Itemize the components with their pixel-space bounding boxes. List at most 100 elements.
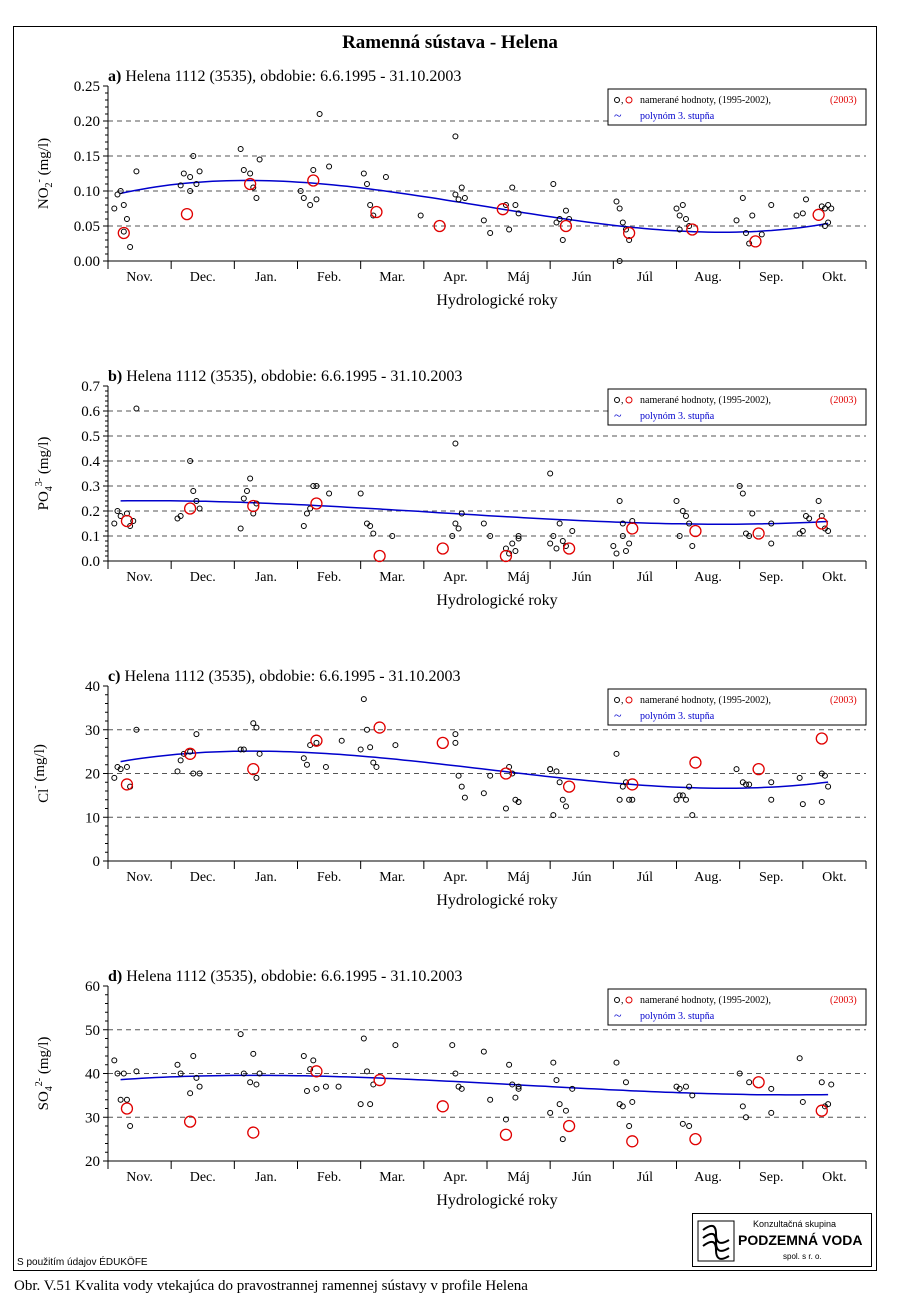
measured-point xyxy=(120,228,127,235)
measured-point xyxy=(461,794,468,801)
measured-point xyxy=(326,490,333,497)
measured-point xyxy=(196,168,203,175)
measured-point xyxy=(739,195,746,201)
measured-point xyxy=(363,726,370,733)
measured-point xyxy=(559,237,566,243)
point-2003 xyxy=(180,207,194,221)
measured-point xyxy=(742,230,749,236)
measured-point xyxy=(111,520,118,527)
measured-point xyxy=(237,146,244,152)
y-axis-label: NO2- (mg/l) xyxy=(34,138,55,209)
measured-point xyxy=(322,763,329,770)
measured-point xyxy=(742,781,749,788)
measured-point xyxy=(458,184,465,191)
measured-point xyxy=(610,543,617,549)
y-tick-label: 0 xyxy=(93,854,101,870)
measured-point xyxy=(117,188,124,194)
measured-point xyxy=(799,801,806,808)
x-tick-label: Dec. xyxy=(190,870,216,885)
measured-point xyxy=(825,1101,832,1108)
measured-point xyxy=(367,744,374,751)
measured-point xyxy=(133,1068,140,1075)
measured-point xyxy=(556,1101,563,1108)
measured-point xyxy=(455,196,462,203)
measured-point xyxy=(335,1083,342,1090)
measured-point xyxy=(190,153,197,159)
measured-point xyxy=(689,812,696,819)
measured-point xyxy=(177,182,184,189)
measured-point xyxy=(363,1068,370,1075)
measured-point xyxy=(739,1103,746,1110)
measured-point xyxy=(502,1116,509,1123)
measured-point xyxy=(487,1096,494,1103)
legend-marker-2003 xyxy=(625,696,633,704)
measured-point xyxy=(190,488,197,494)
x-axis-label: Hydrologické roky xyxy=(436,892,557,909)
legend-marker-measured xyxy=(614,997,620,1003)
panel-letter: a) xyxy=(108,68,125,85)
measured-point xyxy=(806,515,813,522)
x-tick-label: Dec. xyxy=(190,570,216,585)
measured-point xyxy=(370,530,377,537)
measured-point xyxy=(746,240,753,247)
y-tick-label: 20 xyxy=(85,1154,100,1170)
measured-point xyxy=(487,230,494,236)
legend-marker-measured xyxy=(614,97,620,103)
measured-point xyxy=(613,1059,620,1066)
x-tick-label: Feb. xyxy=(317,870,342,885)
measured-point xyxy=(746,1079,753,1086)
measured-point xyxy=(177,1070,184,1077)
legend-marker-2003 xyxy=(625,96,633,104)
measured-point xyxy=(187,174,194,180)
legend-curve-symbol: ~ xyxy=(614,709,622,724)
measured-point xyxy=(553,545,560,552)
y-label-part: (mg/l) xyxy=(36,1037,52,1078)
measured-point xyxy=(123,763,130,770)
point-2003 xyxy=(689,524,702,538)
measured-point xyxy=(187,188,194,194)
measured-point xyxy=(679,792,686,799)
measured-point xyxy=(746,781,753,788)
measured-point xyxy=(310,167,317,173)
y-label-part: SO xyxy=(36,1091,52,1110)
point-2003 xyxy=(117,226,130,240)
measured-point xyxy=(357,490,364,497)
measured-point xyxy=(613,198,620,205)
measured-point xyxy=(828,1081,835,1088)
measured-point xyxy=(622,779,629,786)
measured-point xyxy=(673,796,680,803)
polynomial-curve xyxy=(120,179,829,233)
measured-point xyxy=(509,770,516,777)
point-2003 xyxy=(373,549,386,563)
point-2003 xyxy=(183,1115,197,1128)
x-tick-label: Mar. xyxy=(379,1170,405,1185)
legend-comma: , xyxy=(621,695,624,706)
measured-point xyxy=(676,226,683,233)
measured-point xyxy=(556,779,563,786)
polynomial-curve xyxy=(120,750,829,789)
y-label-part: NO xyxy=(36,187,52,209)
measured-point xyxy=(120,202,127,208)
measured-point xyxy=(357,1101,364,1108)
x-tick-label: Feb. xyxy=(317,1170,342,1185)
legend-curve-symbol: ~ xyxy=(614,109,622,124)
point-2003 xyxy=(120,778,134,791)
point-2003 xyxy=(499,767,513,780)
measured-point xyxy=(313,739,320,746)
y-tick-label: 0.20 xyxy=(74,114,100,130)
measured-point xyxy=(622,226,629,233)
measured-point xyxy=(553,1077,560,1084)
x-tick-label: Okt. xyxy=(822,870,847,885)
x-axis-label: Hydrologické roky xyxy=(436,1192,557,1209)
point-2003 xyxy=(499,549,513,563)
legend-label-polynomial: polynóm 3. stupňa xyxy=(640,1011,715,1022)
legend-label-measured: namerané hodnoty, (1995-2002), xyxy=(640,395,771,406)
measured-point xyxy=(360,1035,367,1042)
measured-point xyxy=(310,1057,317,1064)
x-tick-label: Jún xyxy=(572,570,591,585)
measured-point xyxy=(515,210,522,217)
measured-point xyxy=(326,163,333,170)
y-tick-label: 0.2 xyxy=(81,504,100,520)
y-label-part: (mg/l) xyxy=(36,437,52,478)
x-tick-label: Máj xyxy=(507,270,530,285)
